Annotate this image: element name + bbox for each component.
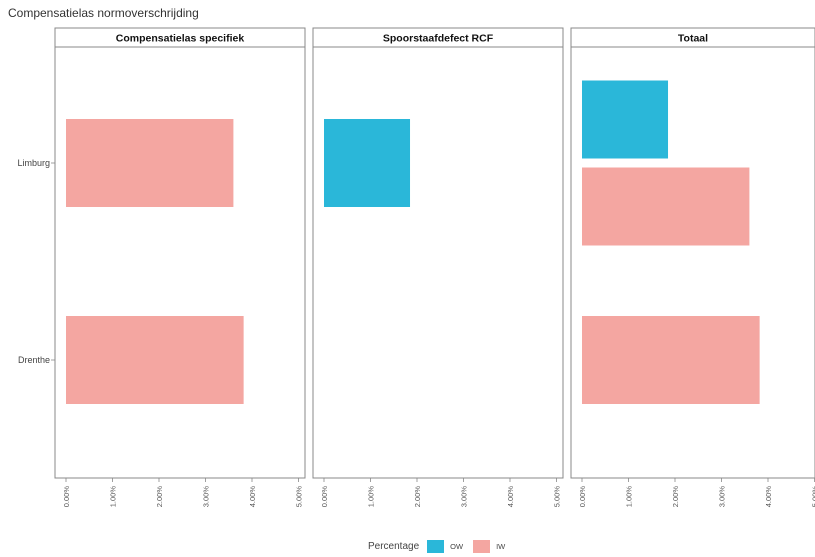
legend-title: Percentage [368, 540, 420, 552]
facet-2-x-tick-label-1: 1.00% [367, 486, 376, 508]
legend-key-iw [473, 539, 491, 553]
facet-3-x-tick-label-5: 5.00% [811, 486, 815, 508]
facet-1-x-tick-label-1: 1.00% [109, 486, 118, 508]
facet-1-x-tick-label-4: 4.00% [248, 486, 257, 508]
facet-2-x-tick-label-4: 4.00% [506, 486, 515, 508]
facet-1-strip-label: Compensatielas specifiek [116, 33, 245, 45]
facet-3-x-tick-label-3: 3.00% [718, 486, 727, 508]
legend-key-ow [427, 539, 445, 553]
chart-title: Compensatielas normoverschrijding [8, 6, 199, 20]
facet-2-bar-ow-limburg [324, 119, 411, 207]
facet-1-x-tick-label-3: 3.00% [202, 486, 211, 508]
legend-label-ow: OW [450, 541, 464, 551]
facet-3-strip-label: Totaal [678, 33, 708, 45]
facet-2-x-tick-label-5: 5.00% [553, 486, 562, 508]
facet-1-bar-iw-drenthe [66, 316, 244, 404]
facet-2-x-tick-label-0: 0.00% [320, 486, 329, 508]
facet-1-x-tick-label-0: 0.00% [62, 486, 71, 508]
facet-3-x-tick-label-1: 1.00% [625, 486, 634, 508]
y-tick-label-limburg: Limburg [17, 158, 50, 168]
facet-3-x-tick-label-4: 4.00% [764, 486, 773, 508]
facet-2-panel [312, 46, 564, 479]
facet-2-x-tick-label-2: 2.00% [413, 486, 422, 508]
facet-3-x-tick-label-0: 0.00% [578, 486, 587, 508]
legend: Percentage OW IW [368, 538, 509, 554]
facet-1-panel [54, 46, 306, 479]
facet-3-bar-iw-limburg [582, 167, 750, 246]
facet-1-bar-iw-limburg [66, 119, 234, 207]
facet-3-bar-ow-limburg [582, 80, 669, 159]
facet-1-x-tick-label-5: 5.00% [295, 486, 304, 508]
facet-3-bar-iw-drenthe [582, 316, 760, 404]
legend-label-iw: IW [496, 541, 506, 551]
facet-1-x-tick-label-2: 2.00% [155, 486, 164, 508]
facet-3-x-tick-label-2: 2.00% [671, 486, 680, 508]
y-tick-label-drenthe: Drenthe [18, 355, 50, 365]
facet-2-x-tick-label-3: 3.00% [460, 486, 469, 508]
facet-2-strip-label: Spoorstaafdefect RCF [383, 33, 494, 45]
